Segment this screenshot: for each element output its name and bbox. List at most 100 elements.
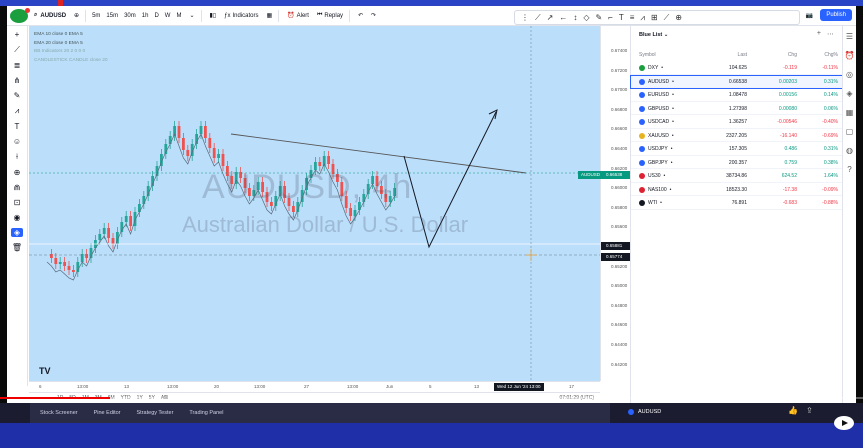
watchlist-title[interactable]: Blue List ⌄ <box>639 32 669 38</box>
text-icon[interactable]: T <box>14 122 20 131</box>
shape-tool-icon[interactable]: ◇ <box>583 13 590 22</box>
brush-icon[interactable]: ✎ <box>13 91 21 100</box>
tf-5m[interactable]: 5m <box>92 12 101 19</box>
help-icon[interactable]: ? <box>847 165 852 174</box>
tf-w[interactable]: W <box>164 12 171 19</box>
drag-handle-icon[interactable]: ⋮ <box>521 13 529 22</box>
tf-m[interactable]: M <box>176 12 182 19</box>
symbol-flag-icon <box>628 409 634 415</box>
bottom-tab[interactable]: Pine Editor <box>93 410 121 416</box>
watch-chgp: -0.88% <box>822 200 838 206</box>
watchlist-row[interactable]: GBPJPY • 200.357 0.759 0.38% <box>631 157 843 169</box>
bottom-tab[interactable]: Stock Screener <box>40 410 78 416</box>
indicators-button[interactable]: ƒx Indicators <box>224 12 259 19</box>
video-progress-played[interactable] <box>0 397 110 399</box>
watchlist-row[interactable]: EURUSD • 1.08478 0.00156 0.14% <box>631 89 843 102</box>
tf-1h[interactable]: 1h <box>141 12 149 19</box>
settings-icon[interactable]: ⊕ <box>675 13 682 22</box>
goto-date-icon[interactable]: ⊞ <box>164 395 169 401</box>
thumbs-up-icon[interactable]: 👍 <box>788 406 798 415</box>
watch-chgp: 0.31% <box>823 78 838 85</box>
bottom-symbol[interactable]: AUDUSD <box>628 409 661 415</box>
video-progress-remaining[interactable] <box>110 397 863 399</box>
price-axis[interactable]: 0.67400 0.67200 0.67000 0.66800 0.66600 0.664… <box>600 26 631 381</box>
chart-pane[interactable]: EMA 10 close 0 EMA 5 EMA 20 close 0 EMA … <box>29 26 600 381</box>
trash-icon[interactable]: 🗑 <box>11 243 23 252</box>
more-icon[interactable]: ⋯ <box>827 31 834 38</box>
eye-icon[interactable]: ◉ <box>13 213 21 222</box>
watchlist-row[interactable]: GBPUSD • 1.27398 0.00080 0.06% <box>631 103 843 115</box>
watchlist-row[interactable]: DXY • 104.625 -0.119 -0.11% <box>631 62 843 75</box>
watchlist-row[interactable]: XAUUSD • 2327.205 -16.140 -0.69% <box>631 130 843 142</box>
rectangle-tool-icon[interactable]: ⌐ <box>608 13 613 22</box>
tf-dropdown-chevron-icon[interactable]: ⌄ <box>189 13 195 19</box>
price-chart[interactable] <box>29 26 600 381</box>
bottom-tab[interactable]: Strategy Tester <box>136 410 174 416</box>
watchlist-row[interactable]: USDCAD • 1.36257 -0.00546 -0.40% <box>631 116 843 129</box>
range-6m[interactable]: 6M <box>107 395 115 401</box>
range-5y[interactable]: 5Y <box>148 395 155 401</box>
crosshair-icon[interactable]: + <box>14 30 20 39</box>
redo-button[interactable]: ↷ <box>371 13 377 19</box>
tf-30m[interactable]: 30m <box>124 12 136 19</box>
range-1y[interactable]: 1Y <box>136 395 143 401</box>
vertical-line-tool-icon[interactable]: ↕ <box>573 13 578 22</box>
watchlist-icon[interactable]: ☰ <box>845 32 854 41</box>
notifications-icon[interactable]: ◍ <box>846 146 853 155</box>
user-avatar[interactable] <box>10 7 30 23</box>
undo-button[interactable]: ↶ <box>358 13 364 19</box>
ray-tool-icon[interactable]: ↗ <box>546 13 554 22</box>
watchlist-row[interactable]: USDJPY • 157.305 0.486 0.31% <box>631 143 843 156</box>
text-tool-icon[interactable]: T <box>618 13 624 22</box>
pitchfork-icon[interactable]: ⋔ <box>13 76 21 85</box>
bottom-tab[interactable]: Trading Panel <box>189 410 224 416</box>
ruler-icon[interactable]: ⟊ <box>15 152 19 161</box>
range-all[interactable]: All <box>160 395 167 401</box>
chart-type-button[interactable]: ▮▯ <box>209 13 217 19</box>
alarm-icon[interactable]: ⏰ <box>844 51 855 60</box>
measure-icon[interactable]: ⟋ <box>663 12 670 22</box>
chat-icon[interactable]: ▢ <box>845 127 854 136</box>
share-icon[interactable]: ⇪ <box>805 406 813 415</box>
layers-icon[interactable]: ◈ <box>846 89 853 98</box>
tf-15m[interactable]: 15m <box>106 12 119 19</box>
compare-button[interactable]: ⊕ <box>74 13 80 19</box>
tf-d[interactable]: D <box>154 12 159 19</box>
camera-icon[interactable]: 📷 <box>805 12 814 19</box>
lock-drawings-icon[interactable]: ⊡ <box>13 198 21 207</box>
time-axis[interactable]: 6 13:00 13 13:00 20 13:00 27 13:00 Jun 5 13 17 Wed … <box>29 381 600 391</box>
fib-tool-icon[interactable]: ≡ <box>629 13 635 22</box>
lock-icon[interactable]: ⊞ <box>650 13 658 22</box>
clock-time[interactable]: 07:01:29 (UTC) <box>559 395 594 401</box>
calendar-icon[interactable]: ▦ <box>845 108 854 117</box>
pattern-tool-icon[interactable]: ⩘ <box>640 12 645 22</box>
alert-button[interactable]: ⏰ Alert <box>287 12 309 20</box>
data-window-icon[interactable]: ◎ <box>846 70 853 79</box>
zoom-in-icon[interactable]: ⊕ <box>13 168 21 177</box>
trend-line-tool-icon[interactable]: ⟋ <box>535 12 541 22</box>
watchlist-row[interactable]: WTI • 76.891 -0.683 -0.88% <box>631 197 843 210</box>
add-symbol-icon[interactable]: + <box>816 30 821 37</box>
legend-ema10[interactable]: EMA 10 close 0 EMA 5 <box>34 32 83 37</box>
watchlist-row[interactable]: US30 • 38734.86 624.52 1.64% <box>631 170 843 183</box>
play-button[interactable] <box>834 416 854 430</box>
symbol-search[interactable]: ⌕ AUDUSD <box>34 12 66 19</box>
hide-drawings-icon[interactable]: ◈ <box>11 228 23 237</box>
legend-candles[interactable]: CANDLESTICK CANDLE close 20 <box>34 57 108 63</box>
publish-button[interactable]: Publish <box>820 9 852 21</box>
legend-ema20[interactable]: EMA 20 close 0 EMA 5 <box>34 40 83 46</box>
pattern-icon[interactable]: ⩘ <box>14 106 20 115</box>
candle-body <box>208 138 212 148</box>
layout-button[interactable]: ▦ <box>266 13 273 19</box>
trend-line-icon[interactable]: ⟋ <box>14 45 20 54</box>
emoji-icon[interactable]: ☺ <box>12 137 22 146</box>
magnet-icon[interactable]: ⋒ <box>13 183 21 192</box>
fib-retracement-icon[interactable]: ≣ <box>13 61 21 70</box>
brush-tool-icon[interactable]: ✎ <box>595 13 603 22</box>
arrow-tool-icon[interactable]: ← <box>559 13 568 22</box>
watchlist-row[interactable]: AUDUSD • 0.66538 0.00203 0.31% <box>630 74 844 89</box>
range-ytd[interactable]: YTD <box>120 395 131 401</box>
watchlist-row[interactable]: NAS100 • 18523.30 -17.38 -0.09% <box>631 184 843 196</box>
legend-bb[interactable]: BB Indicators 20 2 0 0 0 <box>34 49 86 54</box>
replay-button[interactable]: ⏮ Replay <box>316 12 344 19</box>
